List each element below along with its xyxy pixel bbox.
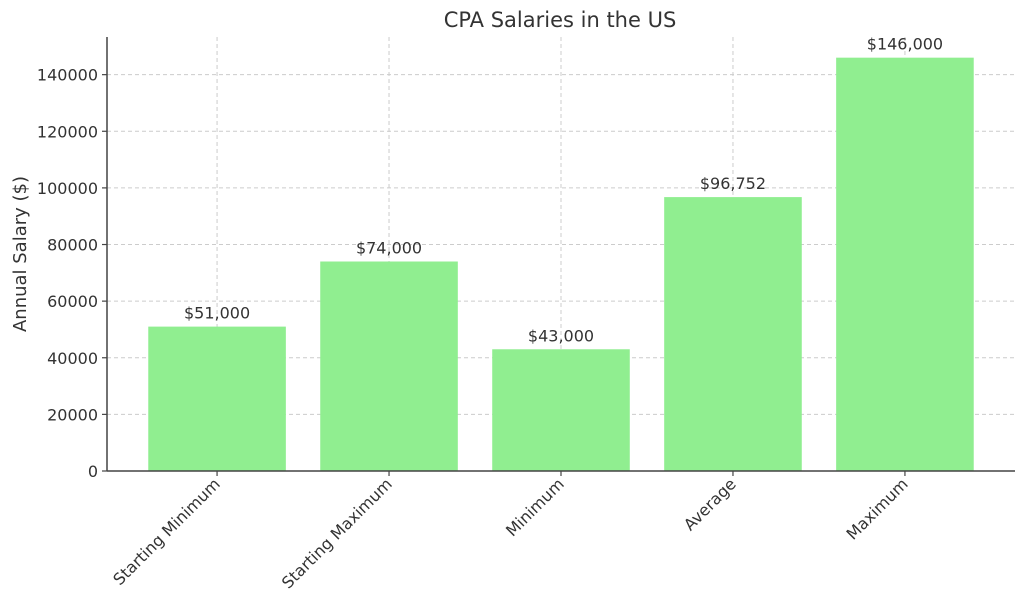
y-tick-label: 40000 [47, 349, 98, 368]
data-label: $74,000 [356, 239, 422, 258]
bar [148, 326, 286, 471]
y-tick-label: 140000 [37, 66, 98, 85]
x-ticks: Starting Minimum Starting Maximum Minimum A… [109, 471, 912, 592]
y-axis-label: Annual Salary ($) [10, 176, 31, 332]
x-tick-label: Average [680, 474, 740, 534]
data-label: $43,000 [528, 326, 594, 345]
bar [492, 349, 630, 471]
y-tick-label: 0 [88, 462, 98, 481]
chart-title: CPA Salaries in the US [444, 8, 677, 32]
bar [836, 57, 974, 472]
data-label: $146,000 [867, 35, 943, 54]
bar [664, 197, 802, 472]
y-ticks: 0 20000 40000 60000 80000 100000 120000 140000 [37, 66, 107, 481]
y-tick-label: 100000 [37, 179, 98, 198]
bars [148, 57, 974, 472]
y-tick-label: 60000 [47, 292, 98, 311]
x-tick-label: Starting Minimum [109, 474, 224, 589]
y-tick-label: 120000 [37, 122, 98, 141]
bar [320, 261, 458, 471]
x-tick-label: Starting Maximum [278, 474, 396, 592]
y-tick-label: 20000 [47, 405, 98, 424]
x-tick-label: Minimum [502, 474, 568, 540]
data-labels: $51,000 $74,000 $43,000 $96,752 $146,000 [184, 35, 943, 346]
x-tick-label: Maximum [843, 474, 912, 543]
data-label: $96,752 [700, 174, 766, 193]
data-label: $51,000 [184, 304, 250, 323]
y-tick-label: 80000 [47, 236, 98, 255]
